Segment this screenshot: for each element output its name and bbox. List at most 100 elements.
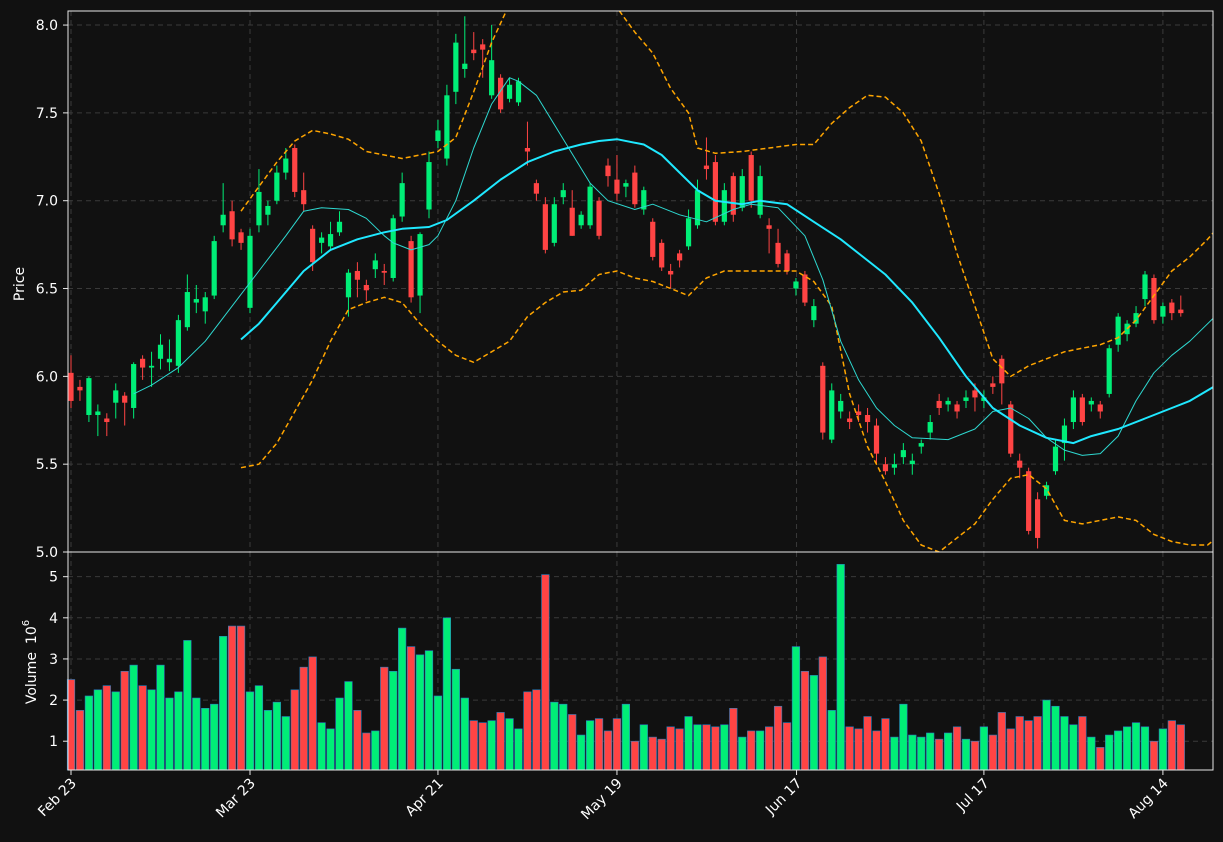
volume-bar [1069,724,1078,771]
volume-bar [550,701,559,771]
volume-bar [845,726,854,771]
volume-bar [603,730,613,771]
candle-body [363,285,369,291]
candle-body [882,464,889,472]
candle-body [292,148,298,192]
volume-bar [630,740,639,771]
candle-body [533,183,539,194]
candle-body [175,320,181,366]
candle-body [417,234,423,296]
price-axis: 5.0 5.5 6.0 6.5 7.0 7.5 8.0 [36,18,68,561]
volume-bar [1006,728,1015,771]
volume-bar [514,728,523,771]
volume-bar [1149,740,1159,771]
volume-bar [863,716,872,771]
candle-body [900,450,906,458]
candle-body [140,358,146,368]
candle-body [256,191,262,226]
candle-body [453,42,459,92]
candle-body [435,130,441,141]
candle-body [1026,471,1032,531]
volume-bar [272,701,281,771]
candle-body [86,378,92,415]
volume-bar [201,708,210,771]
candle-body [864,414,871,423]
volume-bar [693,724,702,771]
candle-body [784,253,790,271]
candle-body [211,241,217,296]
volume-bar [326,728,335,771]
candle-body [981,397,987,401]
volume-bar [568,714,577,771]
candle-body [104,418,110,423]
volume-bar [192,697,201,771]
bollinger-upper-line [240,11,1213,378]
candle-body [739,176,745,208]
candle-body [301,190,307,205]
moving-average-fast-line [133,77,1213,456]
volume-bar [174,691,183,771]
volume-bar [621,703,630,771]
volume-bar [952,726,962,771]
volume-bar [219,636,228,771]
volume-bar [890,736,899,771]
candle-body [1133,313,1139,324]
volume-bar [129,664,138,771]
price-grid [68,11,1213,553]
candle-body [372,260,378,270]
candle-body [247,235,253,308]
volume-axis-label: Volume [24,652,40,704]
candle-body [605,165,611,177]
candle-body [202,297,208,312]
volume-bar [398,627,407,771]
candle-body [524,148,531,152]
candle-body [193,299,199,303]
volume-axis-title: Volume 106 [21,620,40,704]
volume-bar [818,656,827,771]
volume-bar [657,738,666,771]
volume-bar [290,689,299,771]
volume-bar [559,703,568,771]
volume-bar [228,625,237,771]
volume-bar [747,730,756,771]
volume-bar [809,675,818,771]
volume-bar [639,724,648,771]
candle-body [730,176,736,215]
volume-bar [1024,720,1033,771]
candle-body [336,221,343,233]
volume-bar [1105,734,1114,771]
candle-body [310,228,316,263]
price-tick-label: 7.5 [36,106,58,122]
candle-body [542,204,548,250]
candle-body [345,272,352,298]
volume-bar [782,722,792,771]
volume-bar [254,685,264,771]
candle-body [1142,274,1148,300]
volume-bar [371,730,380,771]
candle-body [802,274,808,303]
volume-bar [183,640,192,771]
volume-bar [353,710,362,771]
candle-body [265,205,271,215]
candle-body [909,460,915,465]
candle-body [1079,397,1085,423]
volume-bar [523,691,532,771]
candle-body [506,84,513,99]
volume-bar [245,691,255,771]
candle-body [354,270,360,280]
candle-body [184,292,190,328]
volume-bars [66,564,1185,771]
volume-bar [505,718,514,771]
candle-body [623,183,629,187]
volume-bar [970,740,980,771]
candle-body [685,218,692,247]
candle-body [703,165,710,170]
volume-bar [961,738,971,771]
candle-body [569,207,575,236]
candle-body [319,237,325,243]
candle-body [1151,277,1157,321]
price-tick-label: 5.0 [36,545,58,561]
volume-axis: 1 2 3 4 5 [49,570,68,750]
volume-bar [881,718,890,771]
